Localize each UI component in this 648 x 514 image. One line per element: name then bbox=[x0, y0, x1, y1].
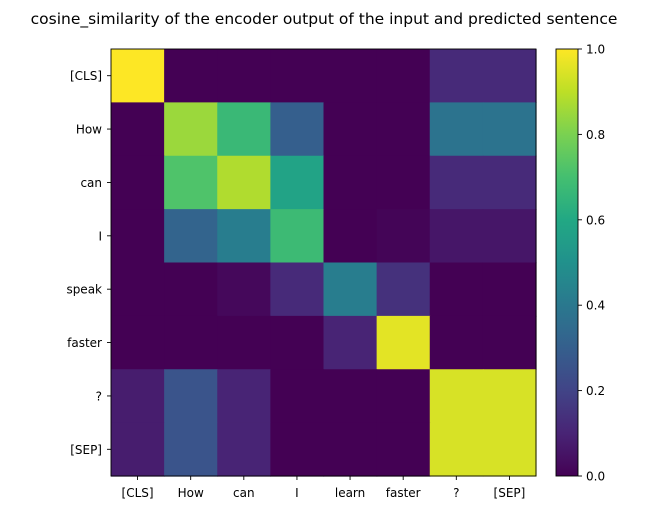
x-tick-label: I bbox=[295, 486, 299, 500]
y-tick-label: ? bbox=[96, 389, 102, 403]
heatmap-cells bbox=[111, 49, 537, 477]
heatmap-cell-4-1 bbox=[164, 262, 218, 317]
heatmap-cell-0-4 bbox=[323, 49, 378, 103]
heatmap-cell-6-7 bbox=[482, 369, 537, 424]
heatmap-cell-6-1 bbox=[164, 369, 218, 424]
heatmap-cell-2-6 bbox=[429, 155, 484, 210]
colorbar-tick-label: 0.2 bbox=[586, 384, 605, 398]
heatmap-cell-4-2 bbox=[217, 262, 271, 317]
heatmap-cell-4-5 bbox=[376, 262, 431, 317]
colorbar-frame bbox=[555, 48, 579, 477]
heatmap-cell-2-5 bbox=[376, 155, 431, 210]
y-tick-label: can bbox=[80, 176, 102, 190]
heatmap-cell-3-2 bbox=[217, 209, 271, 264]
heatmap-cell-0-5 bbox=[376, 49, 431, 103]
heatmap-cell-6-3 bbox=[270, 369, 325, 424]
heatmap-cell-0-6 bbox=[429, 49, 484, 103]
colorbar-tick-label: 0.8 bbox=[586, 128, 605, 142]
heatmap-cell-4-7 bbox=[482, 262, 537, 317]
colorbar-tick-label: 0.0 bbox=[586, 470, 605, 484]
heatmap-cell-2-2 bbox=[217, 155, 271, 210]
heatmap-cell-3-6 bbox=[429, 209, 484, 264]
heatmap-cell-1-3 bbox=[270, 102, 325, 157]
heatmap-cell-5-7 bbox=[482, 315, 537, 370]
heatmap-cell-6-0 bbox=[111, 369, 165, 424]
heatmap-cell-2-0 bbox=[111, 155, 165, 210]
heatmap-cell-3-3 bbox=[270, 209, 325, 264]
y-tick-label: [SEP] bbox=[70, 443, 102, 457]
colorbar-tick-label: 0.4 bbox=[586, 299, 605, 313]
heatmap-cell-0-2 bbox=[217, 49, 271, 103]
heatmap-cell-0-0 bbox=[111, 49, 165, 103]
y-tick-label: speak bbox=[66, 283, 102, 297]
y-tick-label: How bbox=[76, 123, 102, 137]
heatmap-cell-5-0 bbox=[111, 315, 165, 370]
x-tick-label: learn bbox=[335, 486, 365, 500]
colorbar-tick-label: 1.0 bbox=[586, 43, 605, 57]
heatmap-cell-2-4 bbox=[323, 155, 378, 210]
heatmap-cell-1-6 bbox=[429, 102, 484, 157]
colorbar-tick-label: 0.6 bbox=[586, 213, 605, 227]
x-tick-label: [CLS] bbox=[122, 486, 154, 500]
heatmap-cell-7-5 bbox=[376, 422, 431, 477]
heatmap-cell-0-3 bbox=[270, 49, 325, 103]
plot-frame bbox=[110, 48, 537, 477]
x-tick-label: faster bbox=[386, 486, 421, 500]
heatmap-cell-6-6 bbox=[429, 369, 484, 424]
heatmap-cell-1-4 bbox=[323, 102, 378, 157]
heatmap-cell-5-6 bbox=[429, 315, 484, 370]
heatmap-cell-2-3 bbox=[270, 155, 325, 210]
x-tick-label: can bbox=[233, 486, 255, 500]
heatmap-cell-5-5 bbox=[376, 315, 431, 370]
heatmap-cell-7-6 bbox=[429, 422, 484, 477]
heatmap-cell-3-4 bbox=[323, 209, 378, 264]
heatmap-cell-5-4 bbox=[323, 315, 378, 370]
heatmap-cell-4-4 bbox=[323, 262, 378, 317]
heatmap-cell-0-7 bbox=[482, 49, 537, 103]
y-tick-label: [CLS] bbox=[70, 69, 102, 83]
colorbar-gradient bbox=[556, 49, 578, 476]
heatmap-cell-4-3 bbox=[270, 262, 325, 317]
heatmap-cell-3-0 bbox=[111, 209, 165, 264]
heatmap-cell-5-2 bbox=[217, 315, 271, 370]
heatmap-cell-3-7 bbox=[482, 209, 537, 264]
y-tick-label: faster bbox=[67, 336, 102, 350]
x-tick-label: How bbox=[178, 486, 204, 500]
heatmap-cell-7-3 bbox=[270, 422, 325, 477]
heatmap-cell-6-5 bbox=[376, 369, 431, 424]
heatmap-cell-7-4 bbox=[323, 422, 378, 477]
heatmap-cell-6-4 bbox=[323, 369, 378, 424]
colorbar: 0.0 0.2 0.4 0.6 0.8 1.0 bbox=[555, 43, 605, 484]
x-tick-label: [SEP] bbox=[494, 486, 526, 500]
heatmap-cell-1-5 bbox=[376, 102, 431, 157]
heatmap-cell-1-7 bbox=[482, 102, 537, 157]
heatmap-cell-4-6 bbox=[429, 262, 484, 317]
heatmap-cell-7-7 bbox=[482, 422, 537, 477]
chart-title: cosine_similarity of the encoder output … bbox=[31, 10, 618, 29]
heatmap-cell-4-0 bbox=[111, 262, 165, 317]
heatmap-cell-5-1 bbox=[164, 315, 218, 370]
heatmap-cell-2-7 bbox=[482, 155, 537, 210]
heatmap-cell-3-1 bbox=[164, 209, 218, 264]
x-tick-label: ? bbox=[453, 486, 459, 500]
heatmap-cell-1-2 bbox=[217, 102, 271, 157]
heatmap-cell-3-5 bbox=[376, 209, 431, 264]
heatmap-cell-6-2 bbox=[217, 369, 271, 424]
heatmap-cell-0-1 bbox=[164, 49, 218, 103]
heatmap-cell-7-1 bbox=[164, 422, 218, 477]
heatmap-cell-1-1 bbox=[164, 102, 218, 157]
heatmap-cell-5-3 bbox=[270, 315, 325, 370]
heatmap-cell-7-2 bbox=[217, 422, 271, 477]
heatmap-cell-1-0 bbox=[111, 102, 165, 157]
y-tick-label: I bbox=[98, 229, 102, 243]
heatmap-cell-7-0 bbox=[111, 422, 165, 477]
heatmap-cell-2-1 bbox=[164, 155, 218, 210]
